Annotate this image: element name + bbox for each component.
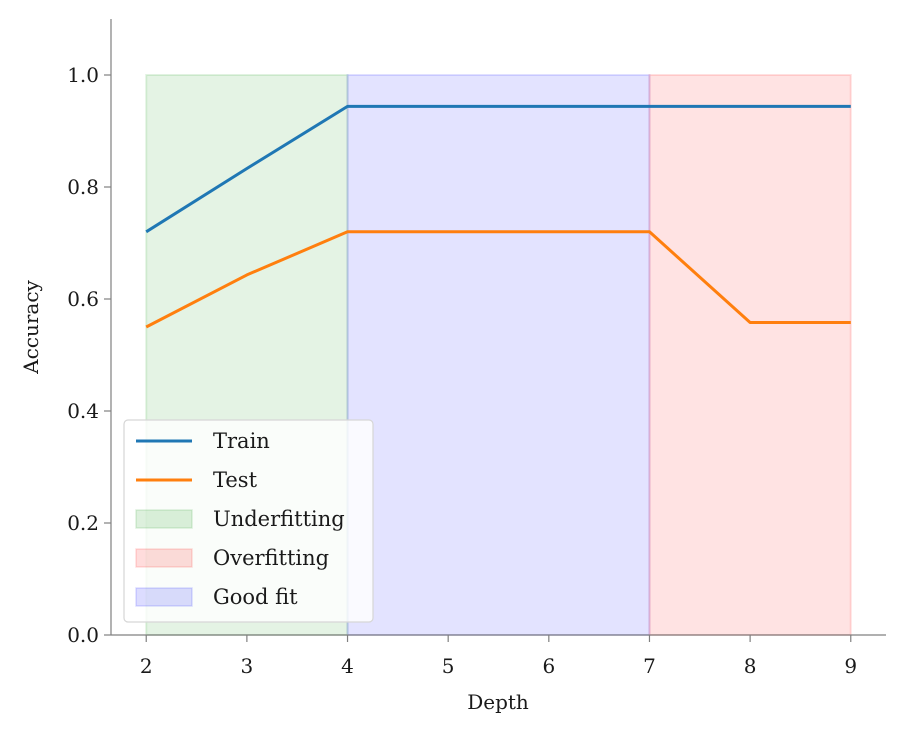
x-tick-label: 2 — [140, 654, 153, 678]
y-ticks: 0.0 0.2 0.4 0.6 0.8 1.0 — [67, 63, 111, 647]
x-axis-label: Depth — [467, 690, 529, 714]
data-series — [145, 104, 851, 329]
legend-label-good-fit: Good fit — [213, 585, 298, 609]
region-good-fit — [346, 74, 651, 636]
y-axis-label: Accuracy — [19, 279, 43, 374]
y-tick-label: 0.0 — [67, 623, 99, 647]
x-ticks: 2 3 4 5 6 7 8 9 — [140, 635, 857, 678]
legend-swatch-good-fit — [135, 587, 193, 607]
x-tick-label: 7 — [643, 654, 656, 678]
x-tick-label: 6 — [542, 654, 555, 678]
y-tick-label: 0.2 — [67, 511, 99, 535]
y-tick-label: 0.8 — [67, 175, 99, 199]
y-tick-label: 1.0 — [67, 63, 99, 87]
x-tick-label: 5 — [442, 654, 455, 678]
series-line-test — [145, 230, 851, 329]
legend: Train Test Underfitting Overfitting Good fit — [123, 419, 374, 623]
x-tick-label: 4 — [341, 654, 354, 678]
legend-label-overfitting: Overfitting — [213, 546, 329, 570]
x-tick-label: 8 — [744, 654, 757, 678]
fit-regions — [145, 74, 852, 636]
axes — [110, 19, 886, 636]
series-line-train — [145, 104, 851, 234]
legend-swatch-underfitting — [135, 509, 193, 529]
legend-box — [123, 419, 374, 623]
legend-swatch-overfitting — [135, 548, 193, 568]
legend-label-train: Train — [213, 429, 270, 453]
legend-label-underfitting: Underfitting — [213, 507, 345, 531]
legend-label-test: Test — [213, 468, 258, 492]
region-overfitting — [648, 74, 852, 636]
y-tick-label: 0.4 — [67, 399, 99, 423]
x-tick-label: 3 — [241, 654, 254, 678]
x-tick-label: 9 — [844, 654, 857, 678]
y-tick-label: 0.6 — [67, 287, 99, 311]
